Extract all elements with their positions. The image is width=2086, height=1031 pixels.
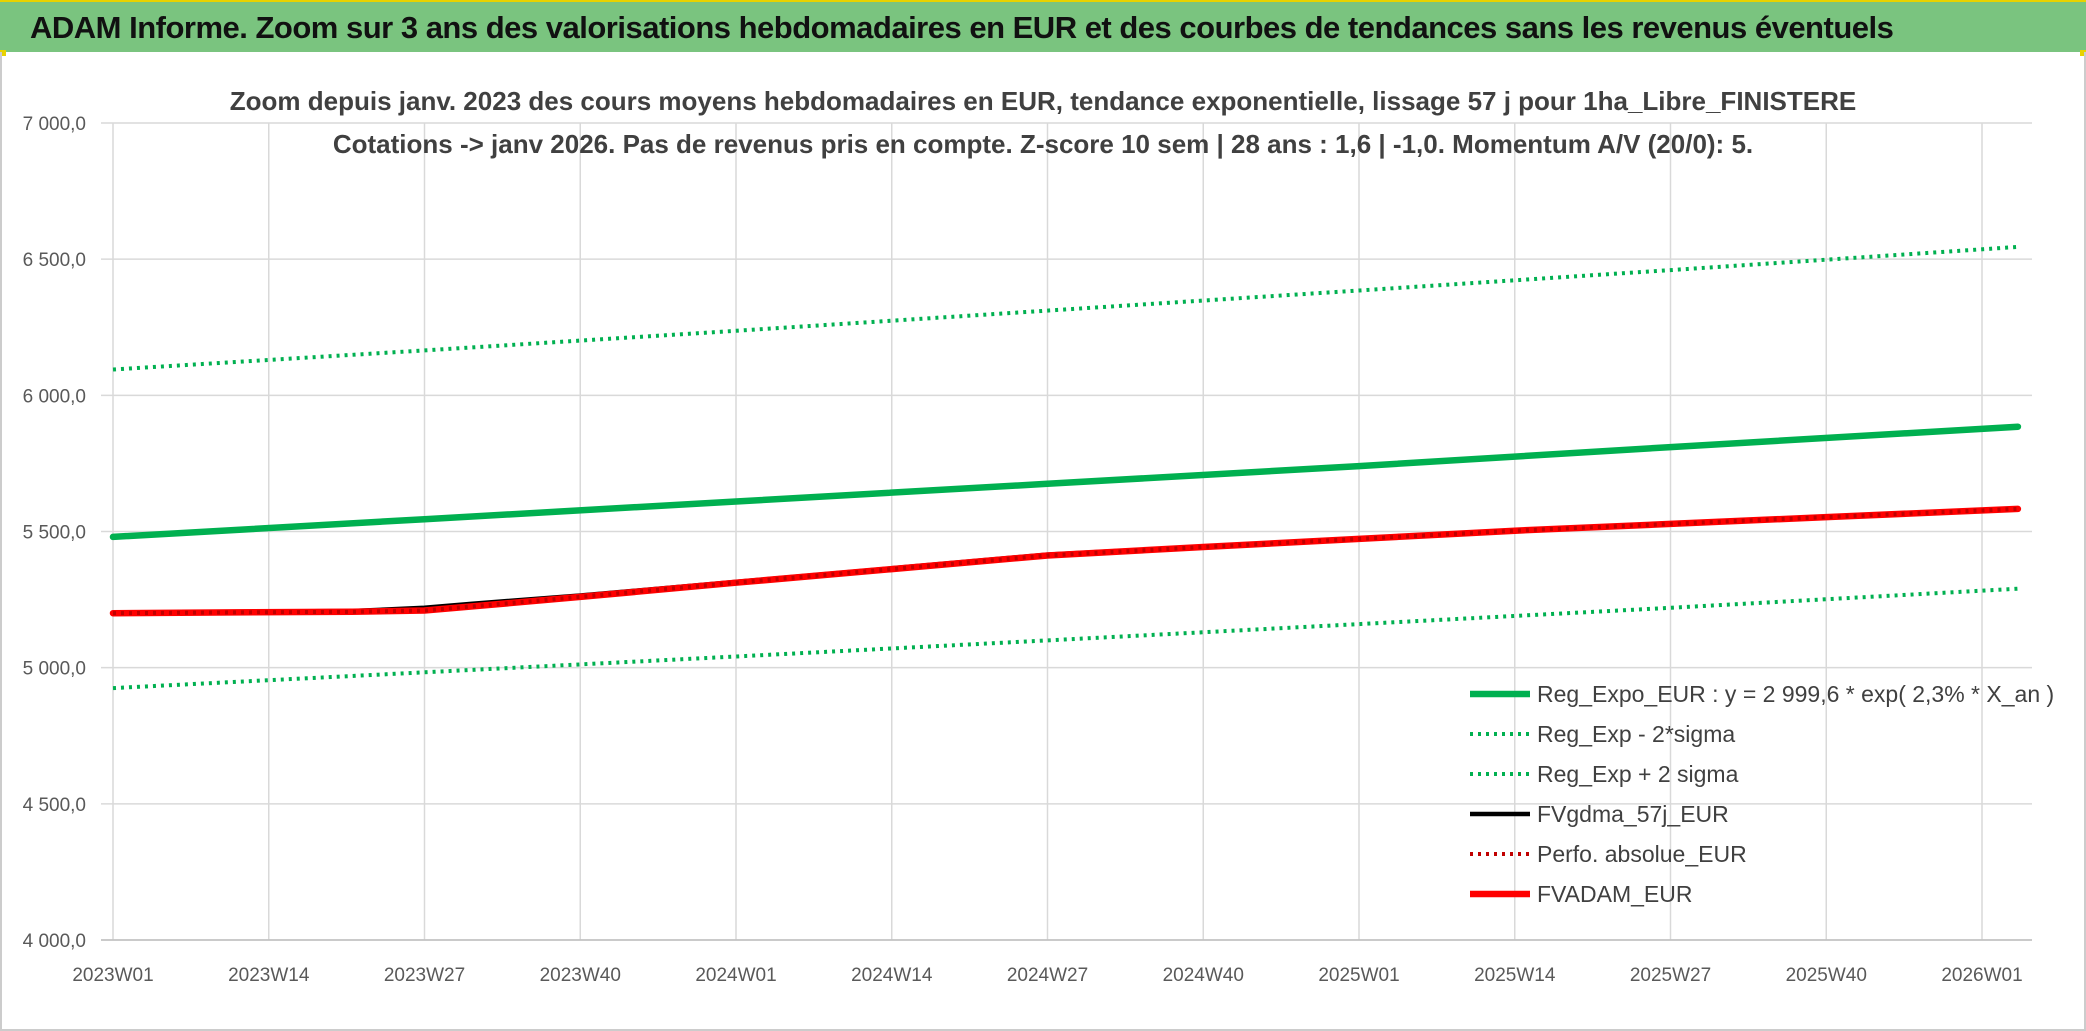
legend-label: Reg_Expo_EUR : y = 2 999,6 * exp( 2,3% *… [1537,681,2054,707]
legend-label: Perfo. absolue_EUR [1537,841,1747,867]
legend-label: FVADAM_EUR [1537,881,1693,907]
x-tick-label: 2024W27 [1007,965,1088,986]
x-tick-label: 2025W14 [1474,965,1556,986]
series-line-2 [112,244,2019,372]
x-tick-label: 2024W40 [1163,965,1244,986]
y-tick-label: 7 000,0 [23,114,86,135]
y-tick-label: 5 000,0 [23,659,86,680]
x-tick-label: 2023W27 [384,965,465,986]
axes: 4 000,0 4 500,0 5 000,0 5 500,0 6 000,0 6 500… [23,114,2032,986]
legend-label: Reg_Exp + 2 sigma [1537,761,1739,787]
report-banner: ADAM Informe. Zoom sur 3 ans des valoris… [0,0,2086,52]
y-tick-label: 4 000,0 [23,931,86,952]
chart-title-line-1: Zoom depuis janv. 2023 des cours moyens … [230,86,1856,116]
x-tick-label: 2026W01 [1941,965,2022,986]
series-line-1 [112,586,2019,691]
x-tick-label: 2023W14 [228,965,310,986]
x-tick-label: 2025W40 [1786,965,1867,986]
series-line-5 [109,505,2022,617]
grid-lines [101,122,2032,941]
series-lines [109,244,2022,691]
y-tick-label: 6 500,0 [23,250,86,271]
x-tick-label: 2024W01 [695,965,776,986]
legend: Reg_Expo_EUR : y = 2 999,6 * exp( 2,3% *… [1470,681,2054,907]
x-tick-label: 2023W01 [72,965,153,986]
report-title: ADAM Informe. Zoom sur 3 ans des valoris… [30,10,1894,45]
chart-frame [0,52,2086,1031]
y-tick-label: 6 000,0 [23,386,86,407]
series-line-4 [112,506,2018,616]
y-tick-label: 4 500,0 [23,795,86,816]
chart-title-line-2: Cotations -> janv 2026. Pas de revenus p… [333,129,1753,159]
series-line-0 [109,423,2022,541]
legend-label: Reg_Exp - 2*sigma [1537,721,1735,747]
y-tick-label: 5 500,0 [23,523,86,544]
banner-corner-right [2080,50,2086,56]
banner-corner-left [0,50,6,56]
x-tick-label: 2023W40 [540,965,621,986]
x-tick-label: 2024W14 [851,965,933,986]
legend-label: FVgdma_57j_EUR [1537,801,1729,827]
x-tick-label: 2025W01 [1318,965,1399,986]
x-tick-label: 2025W27 [1630,965,1711,986]
